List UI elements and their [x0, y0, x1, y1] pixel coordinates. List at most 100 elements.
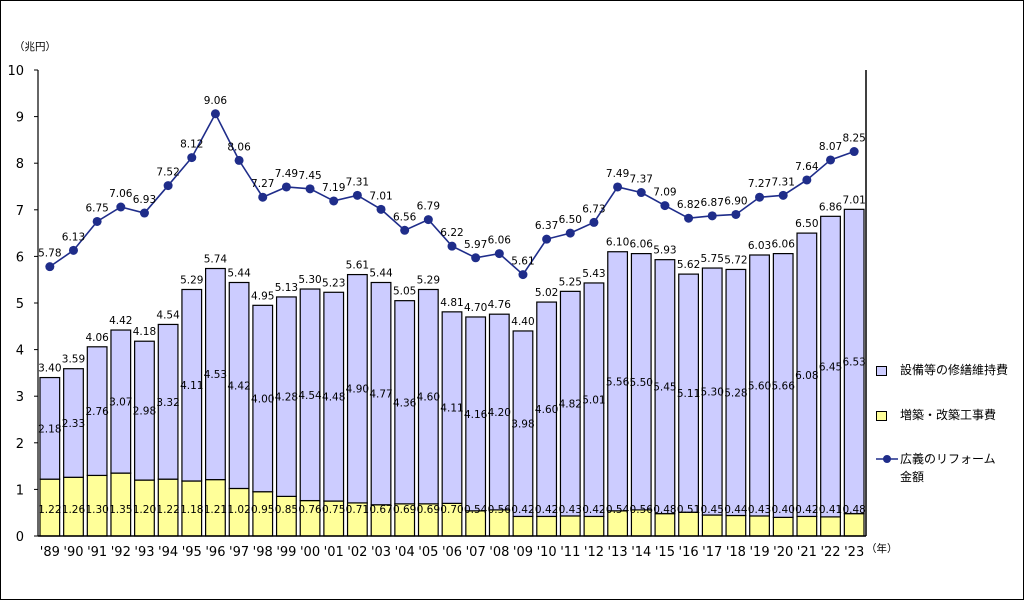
- data-label-extension: 0.67: [369, 504, 392, 516]
- x-tick-label: '21: [797, 545, 817, 560]
- x-axis-unit: （年）: [866, 542, 898, 555]
- data-label-total: 4.76: [488, 299, 512, 311]
- data-label-maintenance: 4.36: [393, 397, 417, 409]
- legend-item-maintenance: 設備等の修繕維持費: [876, 361, 1016, 379]
- x-tick-label: '08: [489, 545, 509, 560]
- bar-maintenance: [134, 340, 155, 481]
- bar-maintenance: [536, 301, 558, 518]
- data-label-maintenance: 3.32: [156, 397, 179, 409]
- bar-maintenance: [346, 273, 368, 504]
- bar-extension: [559, 515, 581, 537]
- data-label-total: 4.95: [251, 290, 274, 302]
- x-tick-label: '07: [466, 545, 486, 560]
- data-label-total: 5.29: [180, 274, 203, 286]
- bar-maintenance: [488, 313, 510, 511]
- x-tick-label: '98: [253, 545, 273, 560]
- legend-label: 広義のリフォーム金額: [900, 452, 996, 484]
- data-label-extension: 1.20: [133, 504, 156, 516]
- y-tick-label: 7: [16, 204, 24, 219]
- data-label-extension: 0.71: [346, 504, 369, 516]
- legend-label: 増築・改築工事費: [900, 408, 997, 422]
- x-tick-label: '14: [631, 545, 651, 560]
- data-label-maintenance: 5.45: [653, 382, 676, 394]
- data-label-total: 5.75: [701, 253, 724, 265]
- x-tick-label: '02: [347, 545, 367, 560]
- data-label-maintenance: 4.60: [417, 392, 440, 404]
- x-tick-label: '11: [560, 545, 580, 560]
- y-tick-label: 1: [16, 483, 24, 498]
- data-label-extension: 0.56: [488, 504, 512, 516]
- data-label-total: 5.93: [653, 245, 676, 257]
- bar-extension: [796, 515, 818, 537]
- data-label-total: 5.43: [582, 268, 605, 280]
- bar-extension: [583, 515, 605, 537]
- data-label-total: 5.72: [724, 254, 747, 266]
- bar-maintenance: [181, 288, 203, 482]
- data-label-line: 8.12: [180, 139, 203, 151]
- line-point: [518, 270, 528, 280]
- data-label-line: 5.78: [38, 248, 61, 260]
- data-label-line: 7.64: [795, 161, 819, 173]
- data-label-total: 6.50: [795, 218, 818, 230]
- bar-extension: [275, 495, 297, 537]
- data-label-total: 5.61: [346, 260, 369, 272]
- data-label-maintenance: 3.07: [109, 397, 132, 409]
- line-point: [281, 182, 291, 192]
- line-point: [778, 190, 788, 200]
- x-tick-label: '93: [134, 545, 154, 560]
- x-tick-label: '01: [324, 545, 344, 560]
- data-label-line: 7.49: [275, 168, 298, 180]
- line-point: [305, 184, 315, 194]
- data-label-extension: 0.41: [819, 504, 842, 516]
- data-label-extension: 0.69: [393, 504, 416, 516]
- data-label-extension: 1.02: [227, 504, 250, 516]
- y-tick-label: 9: [16, 111, 24, 126]
- data-label-total: 5.44: [369, 267, 393, 279]
- data-label-extension: 1.22: [38, 504, 61, 516]
- data-label-line: 6.50: [559, 214, 582, 226]
- data-label-line: 7.19: [322, 182, 345, 194]
- data-label-extension: 0.44: [724, 504, 748, 516]
- line-point: [684, 213, 694, 223]
- x-tick-label: '23: [844, 545, 864, 560]
- bar-extension: [654, 513, 676, 537]
- legend-swatch: [876, 411, 887, 421]
- data-label-extension: 0.51: [677, 504, 700, 516]
- y-tick-label: 3: [16, 390, 24, 405]
- line-point: [329, 196, 339, 206]
- bar-maintenance: [394, 300, 416, 505]
- y-tick-label: 10: [7, 64, 24, 79]
- x-tick-label: '10: [537, 545, 557, 560]
- data-label-maintenance: 4.11: [180, 380, 203, 392]
- line-point: [210, 109, 220, 119]
- data-label-maintenance: 5.66: [772, 380, 796, 392]
- data-label-line: 7.27: [748, 178, 771, 190]
- data-label-line: 6.56: [393, 211, 417, 223]
- data-label-line: 8.25: [842, 133, 865, 145]
- line-point: [755, 192, 765, 202]
- legend-swatch: [876, 366, 887, 376]
- line-point: [636, 188, 646, 198]
- line-point: [542, 234, 552, 244]
- data-label-extension: 1.30: [85, 504, 108, 516]
- data-label-total: 6.10: [606, 237, 629, 249]
- x-tick-label: '05: [418, 545, 438, 560]
- data-label-line: 6.06: [488, 235, 512, 247]
- data-label-extension: 0.69: [417, 504, 440, 516]
- data-label-extension: 0.70: [440, 504, 463, 516]
- x-tick-label: '04: [395, 545, 415, 560]
- data-label-maintenance: 3.98: [511, 419, 534, 431]
- data-label-total: 5.23: [322, 277, 345, 289]
- data-label-line: 8.06: [227, 141, 251, 153]
- x-tick-label: '97: [229, 545, 249, 560]
- line-point: [731, 209, 741, 219]
- data-label-total: 6.06: [772, 239, 796, 251]
- x-tick-label: '16: [679, 545, 699, 560]
- bar-maintenance: [63, 368, 84, 478]
- data-label-line: 6.82: [677, 199, 700, 211]
- line-point: [139, 208, 149, 218]
- data-label-extension: 0.42: [511, 504, 534, 516]
- data-label-line: 5.61: [511, 256, 534, 268]
- x-tick-label: '99: [276, 545, 296, 560]
- data-label-line: 7.06: [109, 188, 133, 200]
